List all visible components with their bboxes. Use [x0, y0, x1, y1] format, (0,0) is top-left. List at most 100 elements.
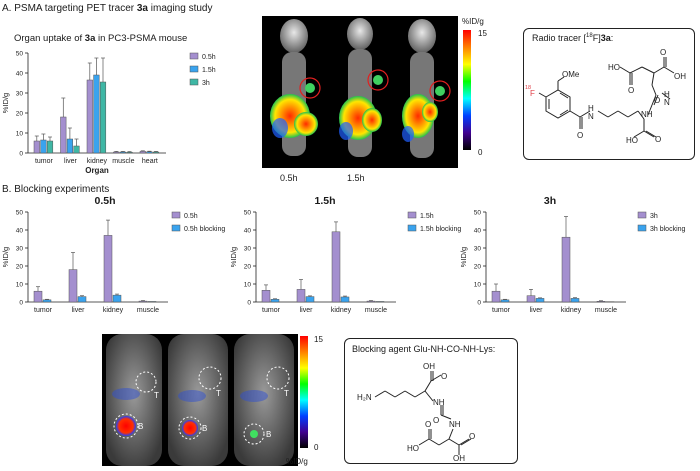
legend-label: 0.5h blocking: [184, 226, 225, 233]
legend-swatch: [408, 225, 416, 231]
y-tick-label: 20: [474, 264, 482, 271]
bar: [341, 297, 349, 302]
mouse-1-5h: [339, 18, 388, 157]
atom-nh1: NH: [641, 110, 653, 119]
blocking-structure: H₂N OH O NH O NH HO O O OH: [345, 357, 517, 461]
legend-swatch: [190, 79, 198, 85]
bar: [47, 141, 53, 153]
tracer-label: Radio tracer [18F]3a:: [532, 33, 613, 43]
bar: [94, 75, 100, 153]
blocking-label: Blocking agent Glu-NH-CO-NH-Lys:: [352, 344, 495, 354]
x-tick-label: kidney: [103, 307, 124, 314]
region-label-t3: T: [284, 389, 289, 398]
legend-label: 3h: [202, 80, 210, 87]
bar: [306, 297, 314, 302]
y-axis-label: %ID/g: [229, 247, 238, 267]
y-tick-label: 0: [247, 300, 251, 307]
x-tick-label: tumor: [492, 307, 511, 314]
colorbar-b-min: 0: [314, 443, 318, 452]
tracer-structure: F 18 OMe O H N HO O NH O H N HO O O OH: [524, 45, 694, 157]
atom-ho-left: HO: [407, 444, 419, 453]
ct-images-svg: T B T B T B: [102, 334, 298, 466]
legend-label: 1.5h: [420, 213, 434, 220]
x-tick-label: tumor: [262, 307, 281, 314]
pet-label-1-5h: 1.5h: [347, 173, 365, 183]
atom-o-top: O: [441, 372, 447, 381]
legend-swatch: [638, 225, 646, 231]
atom-o-mid: O: [433, 416, 439, 425]
y-tick-label: 40: [16, 71, 24, 78]
panel-b-title: B. Blocking experiments: [2, 184, 109, 195]
x-axis-label: Organ: [544, 315, 568, 316]
bar: [376, 301, 384, 302]
legend-swatch: [172, 225, 180, 231]
blocking-structure-box: Blocking agent Glu-NH-CO-NH-Lys: H₂N OH …: [344, 338, 518, 464]
y-tick-label: 10: [16, 282, 24, 289]
x-tick-label: liver: [72, 307, 86, 314]
x-axis-label: Organ: [85, 166, 109, 175]
x-tick-label: kidney: [87, 158, 108, 165]
panel-a-subtitle: Organ uptake of 3a in PC3-PSMA mouse: [14, 33, 187, 44]
region-label-b2: B: [202, 424, 207, 433]
bar: [139, 301, 147, 302]
atom-oh-top: OH: [423, 362, 435, 371]
colorbar-b: [300, 336, 308, 448]
bar: [297, 289, 305, 302]
colorbar-b-max: 15: [314, 335, 323, 344]
y-tick-label: 50: [16, 51, 24, 58]
x-axis-label: Organ: [314, 315, 338, 316]
bar: [41, 140, 47, 153]
x-tick-label: heart: [142, 158, 158, 165]
ct-mouse-3: T B: [234, 334, 294, 466]
y-tick-label: 30: [244, 246, 252, 253]
x-tick-label: tumor: [35, 158, 54, 165]
bar: [43, 300, 51, 302]
y-tick-label: 0: [19, 151, 23, 158]
bar: [262, 290, 270, 302]
legend-label: 0.5h: [202, 54, 216, 61]
pet-label-0-5h: 0.5h: [280, 173, 298, 183]
x-tick-label: muscle: [595, 307, 617, 314]
x-tick-label: muscle: [137, 307, 159, 314]
pet-images-svg: [262, 16, 458, 168]
bar: [527, 296, 535, 302]
x-tick-label: muscle: [365, 307, 387, 314]
y-axis-label: %ID/g: [1, 93, 10, 113]
atom-o4: O: [628, 86, 634, 95]
y-tick-label: 30: [16, 246, 24, 253]
region-label-t1: T: [154, 391, 159, 400]
y-tick-label: 20: [16, 264, 24, 271]
atom-nh-1: NH: [433, 398, 445, 407]
legend-label: 3h blocking: [650, 226, 686, 233]
atom-h2n: H₂N: [357, 393, 372, 402]
atom-n1: N: [588, 112, 594, 121]
y-tick-label: 20: [244, 264, 252, 271]
colorbar-a: [463, 30, 471, 150]
y-axis-label: %ID/g: [459, 247, 468, 267]
y-tick-label: 0: [19, 300, 23, 307]
y-tick-label: 50: [474, 210, 482, 217]
atom-o1: O: [577, 131, 583, 140]
y-tick-label: 30: [16, 91, 24, 98]
region-label-b1: B: [138, 422, 143, 431]
atom-o-left: O: [425, 420, 431, 429]
y-tick-label: 50: [244, 210, 252, 217]
mouse-0-5h: [270, 19, 320, 156]
x-tick-label: liver: [530, 307, 544, 314]
bar: [78, 297, 86, 302]
y-axis-label: %ID/g: [1, 247, 10, 267]
bar: [100, 82, 106, 153]
bar: [140, 151, 146, 153]
bar: [271, 299, 279, 302]
bar: [120, 152, 126, 153]
bar: [104, 235, 112, 302]
atom-ho2: HO: [608, 63, 620, 72]
y-tick-label: 40: [16, 228, 24, 235]
bar: [571, 298, 579, 302]
y-tick-label: 50: [16, 210, 24, 217]
bar: [34, 291, 42, 302]
bar: [67, 139, 73, 153]
atom-nh-2: NH: [449, 420, 461, 429]
legend-label: 0.5h: [184, 213, 198, 220]
colorbar-a-max: 15: [478, 29, 487, 38]
